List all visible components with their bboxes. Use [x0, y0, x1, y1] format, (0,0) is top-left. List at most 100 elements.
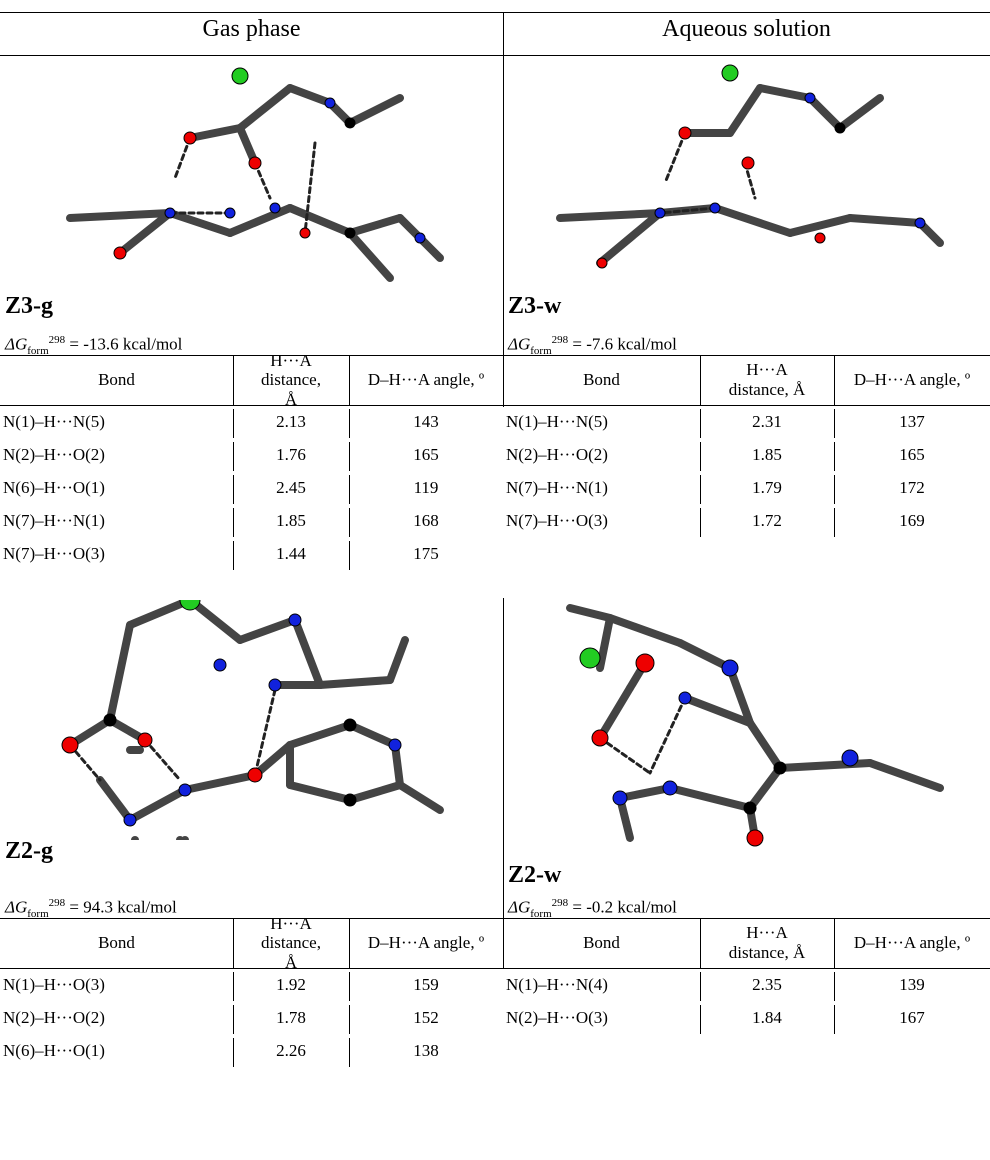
molecule-image	[50, 600, 450, 840]
column-header: D–H···A angle, º	[349, 355, 503, 405]
delta-g: ΔGform298 = -7.6 kcal/mol	[508, 334, 677, 357]
bond-cell: N(7)–H···N(1)	[0, 504, 233, 537]
column-header: H···A distance, Å	[700, 918, 834, 968]
bond-cell: N(1)–H···N(5)	[0, 405, 233, 438]
value-cell: 2.26	[233, 1034, 349, 1067]
value-cell: 175	[349, 537, 503, 570]
panel-label: Z2-w	[508, 862, 561, 889]
column-header: Bond	[503, 918, 700, 968]
column-rule	[349, 442, 350, 471]
panel-label: Z3-w	[508, 293, 561, 320]
column-header: H···A distance, Å	[233, 355, 349, 405]
value-cell: 1.44	[233, 537, 349, 570]
value-cell: 2.31	[700, 405, 834, 438]
column-rule	[700, 508, 701, 537]
column-rule	[700, 972, 701, 1001]
bond-cell: N(2)–H···O(3)	[503, 1001, 700, 1034]
column-rule	[349, 475, 350, 504]
column-rule	[349, 918, 350, 968]
column-rule	[700, 475, 701, 504]
value-cell: 2.35	[700, 968, 834, 1001]
column-rule	[349, 355, 350, 405]
column-header: Bond	[0, 355, 233, 405]
column-rule	[349, 541, 350, 570]
column-rule	[233, 541, 234, 570]
column-header: D–H···A angle, º	[834, 355, 990, 405]
value-cell: 139	[834, 968, 990, 1001]
value-text: = -13.6 kcal/mol	[65, 335, 182, 354]
bond-cell: N(6)–H···O(1)	[0, 1034, 233, 1067]
bond-cell: N(7)–H···O(3)	[503, 504, 700, 537]
delta-g: ΔGform298 = -13.6 kcal/mol	[5, 334, 182, 357]
value-cell: 1.76	[233, 438, 349, 471]
column-rule	[834, 508, 835, 537]
panel-label: Z3-g	[5, 293, 53, 320]
bond-cell: N(2)–H···O(2)	[0, 438, 233, 471]
bond-cell: N(1)–H···O(3)	[0, 968, 233, 1001]
column-rule	[233, 442, 234, 471]
value-cell: 2.13	[233, 405, 349, 438]
column-rule	[834, 475, 835, 504]
column-header: H···A distance, Å	[233, 918, 349, 968]
bond-cell: N(2)–H···O(2)	[0, 1001, 233, 1034]
value-cell: 1.79	[700, 471, 834, 504]
value-cell: 168	[349, 504, 503, 537]
column-rule	[233, 1005, 234, 1034]
value-cell: 172	[834, 471, 990, 504]
symbol: ΔG	[508, 335, 530, 354]
molecule-image	[540, 598, 960, 848]
column-rule	[700, 409, 701, 438]
superscript: 298	[552, 334, 569, 346]
value-cell: 1.84	[700, 1001, 834, 1034]
value-cell: 1.92	[233, 968, 349, 1001]
value-cell: 159	[349, 968, 503, 1001]
symbol: ΔG	[5, 335, 27, 354]
column-rule	[349, 1005, 350, 1034]
divider	[503, 12, 504, 407]
column-rule	[700, 355, 701, 405]
symbol: ΔG	[508, 898, 530, 917]
column-rule	[834, 972, 835, 1001]
column-rule	[233, 918, 234, 968]
value-text: = -0.2 kcal/mol	[568, 898, 677, 917]
column-rule	[233, 409, 234, 438]
value-cell: 165	[349, 438, 503, 471]
column-rule	[349, 409, 350, 438]
delta-g: ΔGform298 = 94.3 kcal/mol	[5, 897, 177, 920]
value-cell: 137	[834, 405, 990, 438]
superscript: 298	[552, 897, 569, 909]
rule	[0, 12, 990, 13]
page: Gas phase Aqueous solution Z3-g ΔGform298…	[0, 0, 990, 1160]
value-cell: 1.85	[700, 438, 834, 471]
column-rule	[834, 1005, 835, 1034]
value-cell: 143	[349, 405, 503, 438]
value-cell: 152	[349, 1001, 503, 1034]
panel-label: Z2-g	[5, 838, 53, 865]
column-rule	[233, 355, 234, 405]
molecule-image	[540, 58, 960, 288]
bond-cell: N(1)–H···N(5)	[503, 405, 700, 438]
column-rule	[233, 972, 234, 1001]
column-rule	[834, 409, 835, 438]
superscript: 298	[49, 334, 66, 346]
rule	[0, 55, 990, 56]
bond-cell: N(6)–H···O(1)	[0, 471, 233, 504]
value-cell: 1.72	[700, 504, 834, 537]
column-rule	[700, 442, 701, 471]
column-header: Gas phase	[0, 16, 503, 43]
divider	[503, 598, 504, 968]
bond-cell: N(1)–H···N(4)	[503, 968, 700, 1001]
column-rule	[233, 508, 234, 537]
column-header: H···A distance, Å	[700, 355, 834, 405]
superscript: 298	[49, 897, 66, 909]
value-cell: 169	[834, 504, 990, 537]
bond-cell: N(7)–H···N(1)	[503, 471, 700, 504]
column-header: Aqueous solution	[503, 16, 990, 43]
column-header: D–H···A angle, º	[834, 918, 990, 968]
delta-g: ΔGform298 = -0.2 kcal/mol	[508, 897, 677, 920]
column-rule	[834, 918, 835, 968]
value-cell: 165	[834, 438, 990, 471]
column-rule	[349, 508, 350, 537]
molecule-image	[50, 58, 450, 288]
column-rule	[700, 918, 701, 968]
